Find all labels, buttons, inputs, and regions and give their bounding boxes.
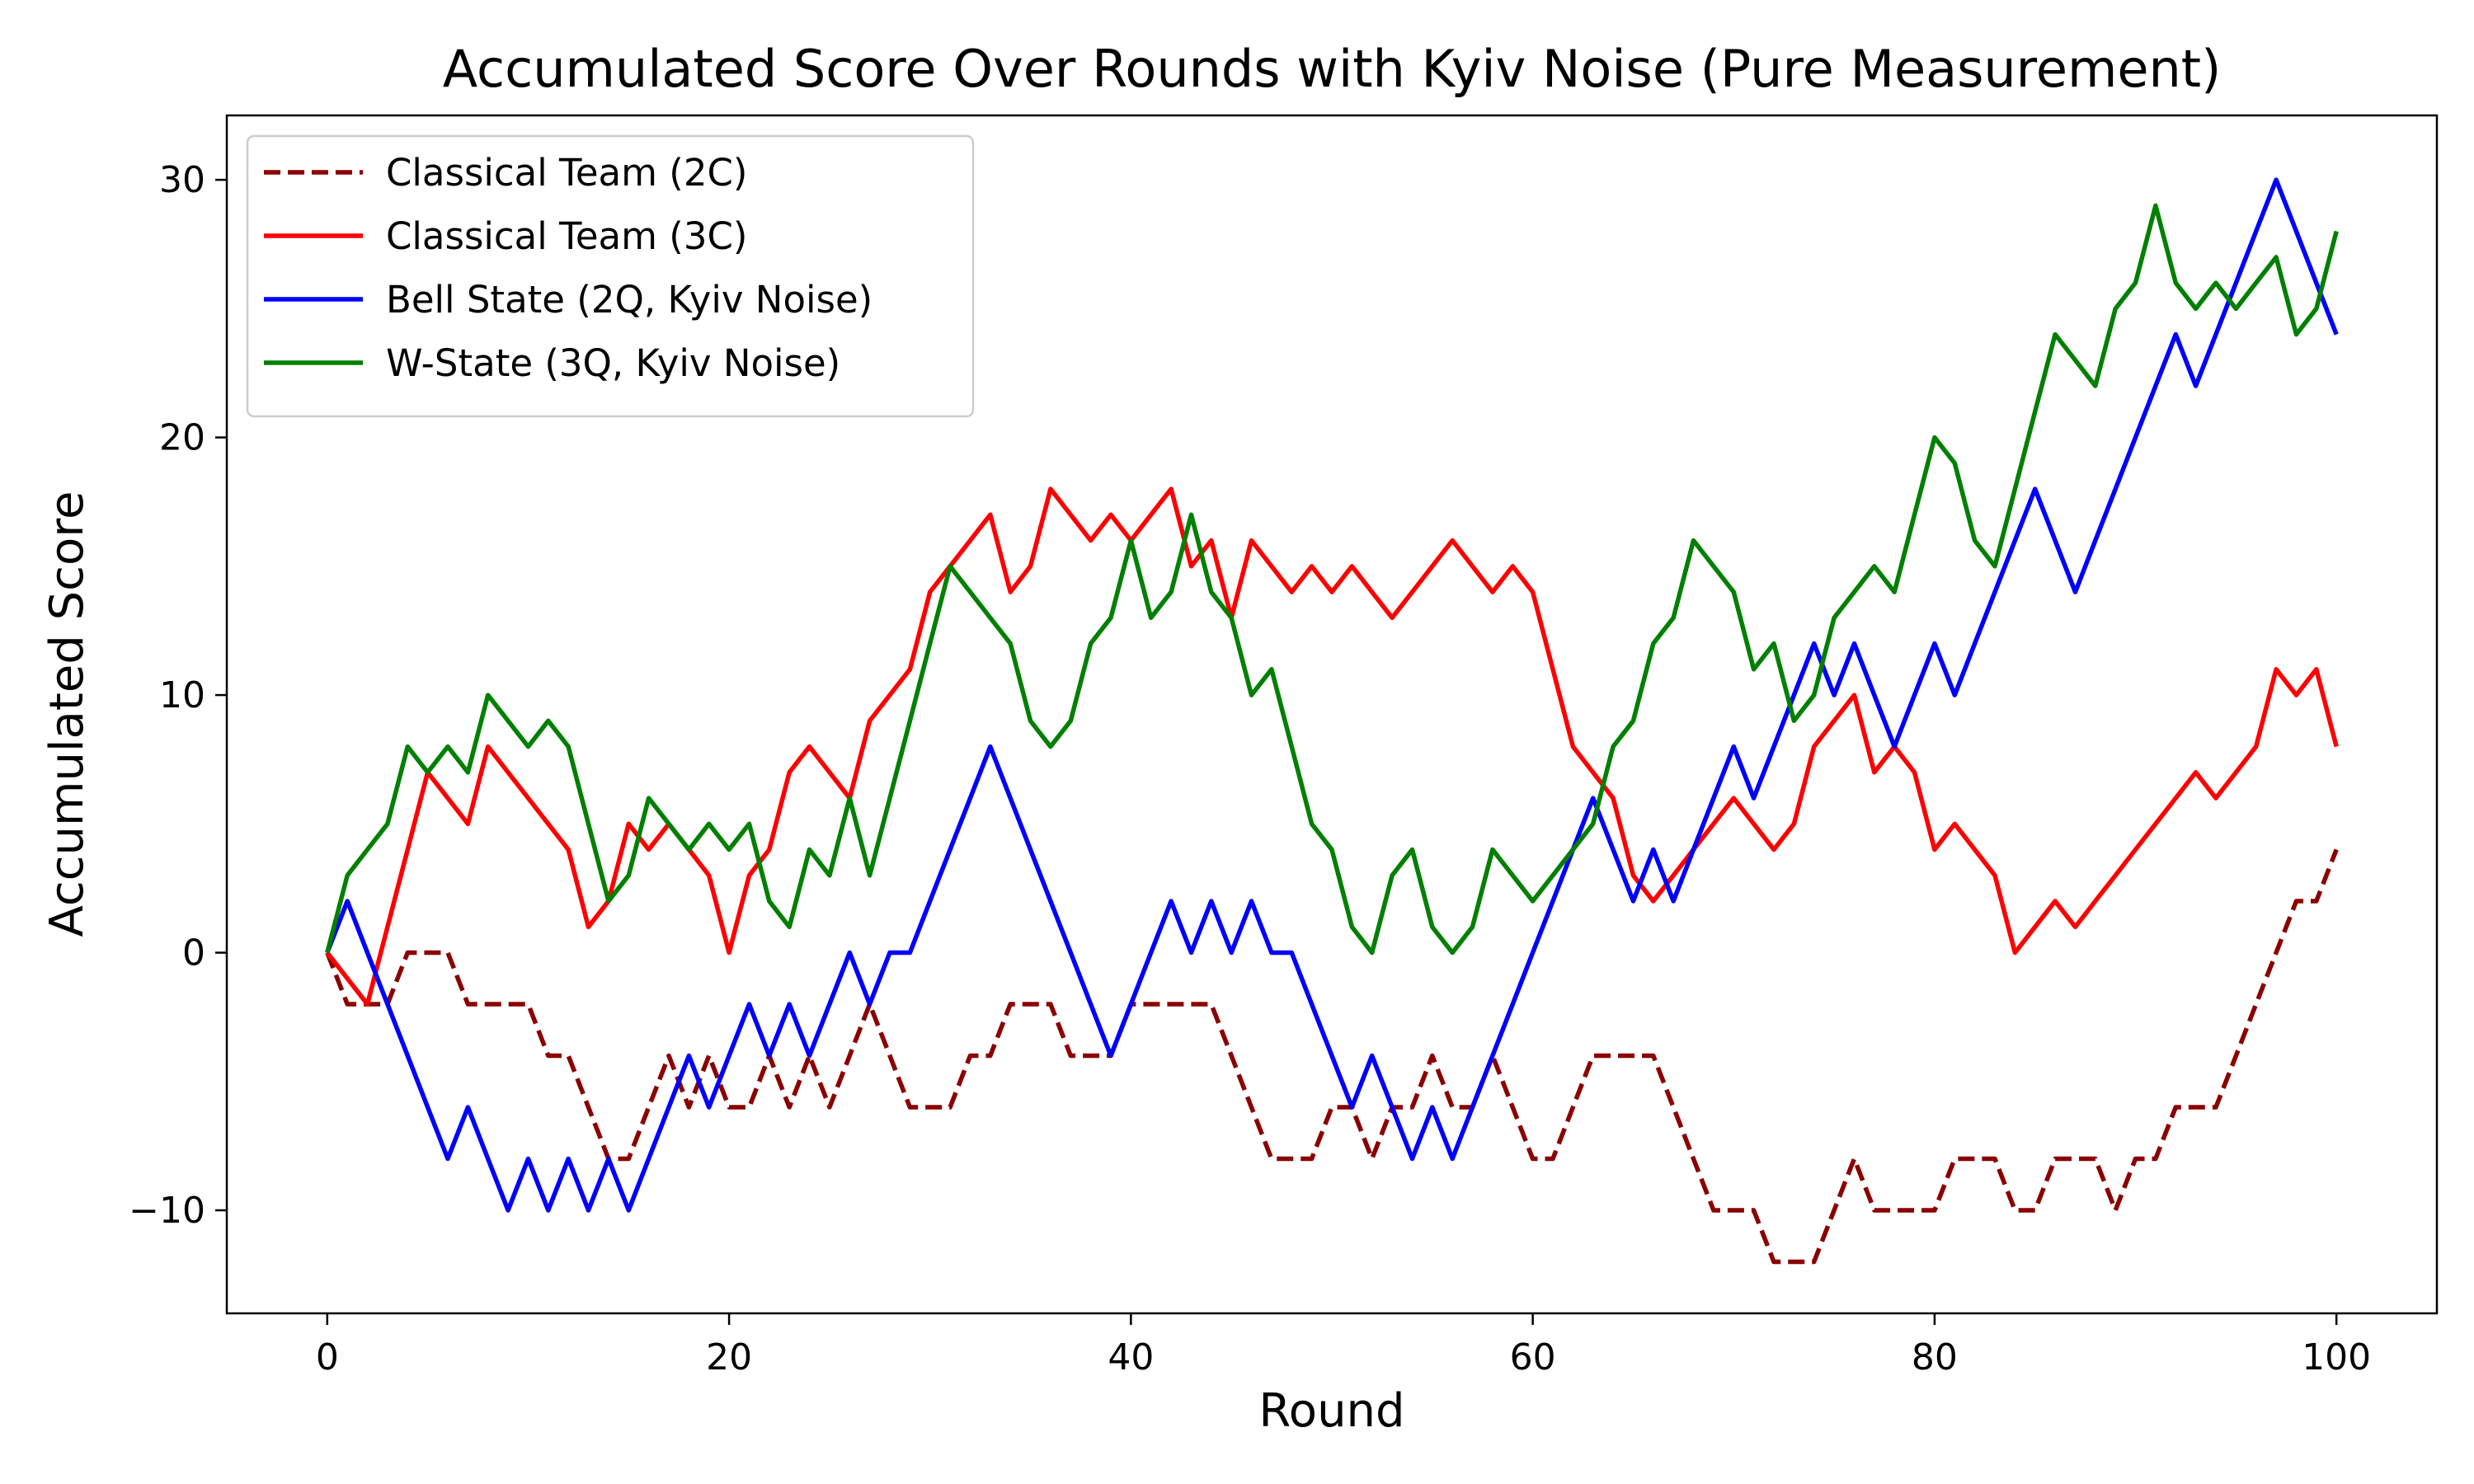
- y-axis: −10 0 10 20 30: [129, 159, 227, 1232]
- y-tick-label: −10: [129, 1190, 205, 1232]
- series-line-2: [325, 177, 2339, 1213]
- x-tick-label: 100: [2302, 1336, 2371, 1378]
- y-tick-label: 20: [159, 417, 205, 459]
- legend-label-0: Classical Team (2C): [386, 151, 747, 195]
- x-tick-label: 20: [706, 1336, 752, 1378]
- chart-title: Accumulated Score Over Rounds with Kyiv …: [443, 39, 2222, 99]
- x-axis: 0 20 40 60 80 100: [316, 1313, 2371, 1378]
- y-tick-label: 0: [182, 932, 205, 974]
- plot-frame: [225, 114, 2439, 1315]
- x-axis-label: Round: [1258, 1384, 1404, 1438]
- y-axis-label: Accumulated Score: [40, 491, 94, 937]
- series-line-0: [325, 848, 2339, 1265]
- series-layer: [325, 177, 2339, 1265]
- x-tick-label: 80: [1912, 1336, 1958, 1378]
- y-tick-label: 10: [159, 674, 205, 716]
- series-line-3: [325, 203, 2339, 956]
- legend-label-3: W-State (3Q, Kyiv Noise): [386, 341, 840, 385]
- legend-box: [246, 134, 975, 418]
- y-tick-label: 30: [159, 159, 205, 201]
- x-tick-label: 40: [1108, 1336, 1154, 1378]
- legend-label-2: Bell State (2Q, Kyiv Noise): [386, 278, 872, 322]
- x-tick-label: 0: [316, 1336, 339, 1378]
- x-tick-label: 60: [1510, 1336, 1556, 1378]
- legend-label-1: Classical Team (3C): [386, 214, 747, 258]
- series-line-1: [325, 486, 2339, 1007]
- legend: Classical Team (2C) Classical Team (3C) Be…: [246, 134, 975, 418]
